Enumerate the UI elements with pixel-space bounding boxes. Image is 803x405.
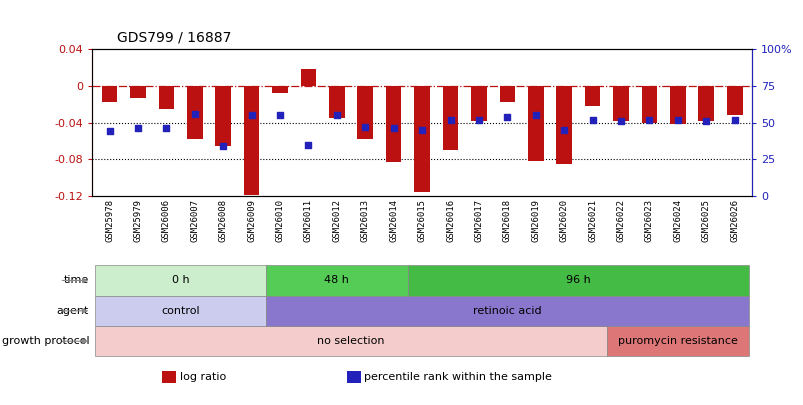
Point bbox=[699, 118, 711, 124]
Bar bbox=[266, 296, 748, 326]
Bar bbox=[300, 69, 316, 85]
Point bbox=[415, 127, 428, 133]
Text: retinoic acid: retinoic acid bbox=[472, 306, 541, 316]
Point bbox=[671, 116, 683, 123]
Bar bbox=[96, 296, 266, 326]
Point bbox=[273, 112, 286, 118]
Bar bbox=[266, 265, 407, 296]
Text: 96 h: 96 h bbox=[565, 275, 590, 286]
Bar bbox=[130, 85, 145, 98]
Point bbox=[557, 127, 570, 133]
Bar bbox=[328, 85, 344, 118]
Bar bbox=[499, 85, 515, 102]
Point bbox=[728, 116, 740, 123]
Bar bbox=[442, 85, 458, 150]
Point bbox=[642, 116, 655, 123]
Bar bbox=[471, 85, 486, 121]
Bar bbox=[215, 85, 230, 146]
Point bbox=[217, 143, 230, 149]
Bar bbox=[101, 85, 117, 102]
Bar bbox=[357, 85, 373, 139]
Point bbox=[358, 124, 371, 130]
Text: no selection: no selection bbox=[317, 336, 385, 346]
Text: log ratio: log ratio bbox=[179, 372, 226, 382]
Point bbox=[330, 112, 343, 118]
Point bbox=[188, 111, 201, 117]
Text: agent: agent bbox=[57, 306, 89, 316]
Point bbox=[585, 116, 598, 123]
Point bbox=[132, 125, 145, 132]
Bar bbox=[243, 85, 259, 194]
Bar bbox=[584, 85, 600, 106]
Bar bbox=[385, 85, 401, 162]
Text: puromycin resistance: puromycin resistance bbox=[618, 336, 737, 346]
Bar bbox=[556, 85, 571, 164]
Bar bbox=[606, 326, 748, 356]
Point bbox=[472, 116, 485, 123]
Bar bbox=[641, 85, 656, 122]
Point bbox=[443, 116, 456, 123]
Bar bbox=[528, 85, 543, 161]
Bar bbox=[407, 265, 748, 296]
Point bbox=[103, 128, 116, 134]
Bar bbox=[414, 85, 430, 192]
Bar bbox=[96, 265, 266, 296]
Bar bbox=[96, 326, 606, 356]
Text: time: time bbox=[63, 275, 89, 286]
Bar bbox=[698, 85, 713, 121]
Point bbox=[613, 118, 626, 124]
Text: control: control bbox=[161, 306, 200, 316]
Text: growth protocol: growth protocol bbox=[2, 336, 89, 346]
Point bbox=[387, 125, 400, 132]
Text: GDS799 / 16887: GDS799 / 16887 bbox=[116, 30, 230, 45]
Text: 0 h: 0 h bbox=[172, 275, 190, 286]
Point bbox=[500, 113, 513, 120]
Bar bbox=[613, 85, 628, 121]
Text: 48 h: 48 h bbox=[324, 275, 349, 286]
Bar bbox=[187, 85, 202, 139]
Bar bbox=[272, 85, 287, 93]
Point bbox=[528, 112, 541, 118]
Bar bbox=[669, 85, 685, 124]
Bar bbox=[726, 85, 742, 115]
Point bbox=[160, 125, 173, 132]
Point bbox=[302, 141, 315, 148]
Point bbox=[245, 112, 258, 118]
Bar bbox=[158, 85, 174, 109]
Text: percentile rank within the sample: percentile rank within the sample bbox=[364, 372, 552, 382]
